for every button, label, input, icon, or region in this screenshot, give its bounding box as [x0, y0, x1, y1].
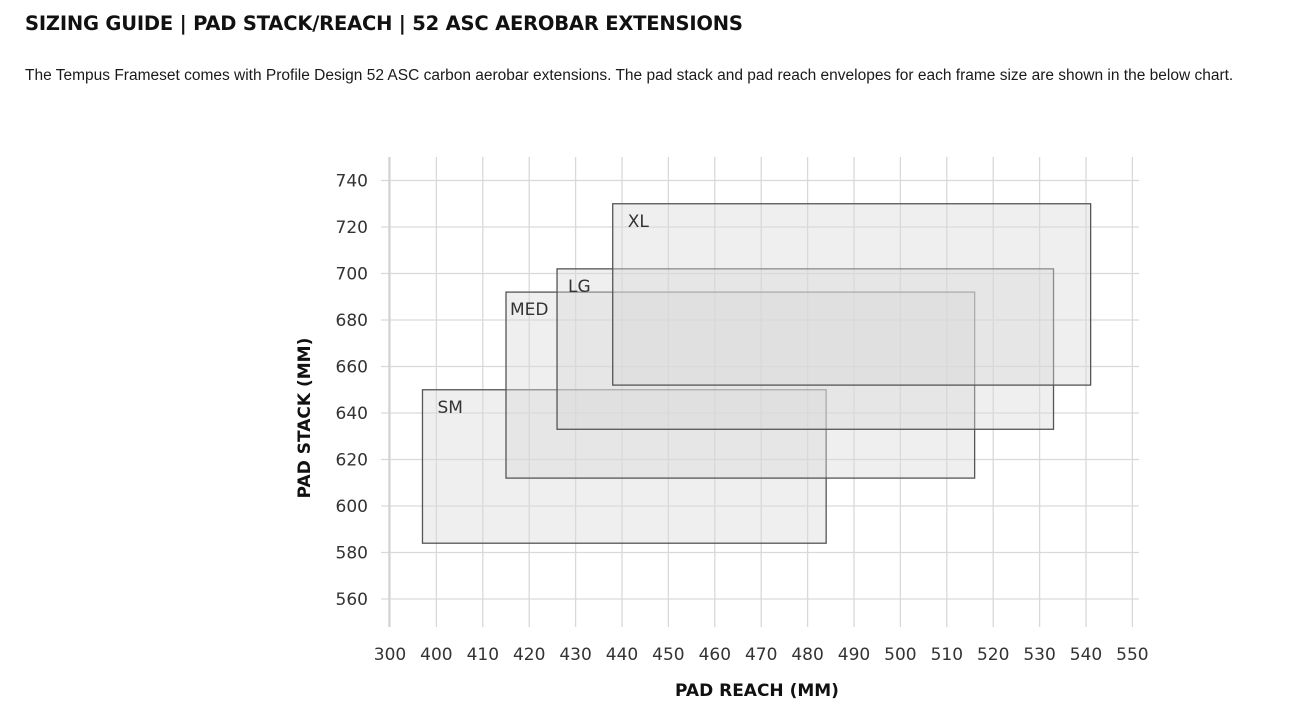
size-envelope-xl: XL: [612, 203, 1092, 386]
x-tick-label: 470: [745, 645, 777, 665]
x-tick-label: 440: [606, 645, 638, 665]
size-envelope-sm: SM: [421, 389, 827, 544]
x-tick-label: 460: [699, 645, 731, 665]
x-tick-label: 550: [1116, 645, 1148, 665]
envelope-rect: [421, 389, 827, 544]
envelope-rect: [556, 268, 1055, 430]
y-tick-label: 740: [336, 172, 368, 192]
x-tick-label: 400: [420, 645, 452, 665]
x-tick-label: 510: [931, 645, 963, 665]
x-tick-label: 520: [977, 645, 1009, 665]
y-tick-label: 680: [336, 311, 368, 331]
y-tick-label: 620: [336, 451, 368, 471]
page-description: The Tempus Frameset comes with Profile D…: [25, 67, 1234, 84]
y-tick-label: 700: [336, 265, 368, 285]
envelope-label: XL: [628, 212, 650, 232]
x-tick-label: 420: [513, 645, 545, 665]
x-tick-label: 430: [559, 645, 591, 665]
x-tick-label: 480: [791, 645, 823, 665]
envelope-label: LG: [568, 277, 591, 297]
size-envelopes: SM MED LG XL: [421, 203, 1092, 544]
x-tick-label: 530: [1023, 645, 1055, 665]
x-tick-labels: 300 400 410 420 430 440 450 460 470 480 490 500 510 5…: [374, 645, 1149, 665]
x-tick-label: 450: [652, 645, 684, 665]
y-tick-label: 660: [336, 358, 368, 378]
y-tick-label: 580: [336, 544, 368, 564]
x-tick-label: 500: [884, 645, 916, 665]
y-tick-labels: 560 580 600 620 640 660 680 700 720 740: [336, 172, 368, 611]
y-tick-label: 600: [336, 497, 368, 517]
y-tick-label: 720: [336, 218, 368, 238]
x-axis-title: PAD REACH (MM): [675, 681, 839, 701]
envelope-rect: [612, 203, 1092, 386]
y-axis-title: PAD STACK (MM): [295, 338, 315, 499]
envelope-label: SM: [437, 398, 462, 418]
x-tick-label: 300: [374, 645, 406, 665]
envelope-label: MED: [510, 300, 549, 320]
y-tick-label: 640: [336, 404, 368, 424]
chart-grid: [381, 157, 1139, 627]
x-tick-label: 410: [467, 645, 499, 665]
size-envelope-lg: LG: [556, 268, 1055, 430]
page-title: SIZING GUIDE | PAD STACK/REACH | 52 ASC …: [25, 12, 743, 35]
x-tick-label: 540: [1070, 645, 1102, 665]
y-tick-label: 560: [336, 590, 368, 610]
x-tick-label: 490: [838, 645, 870, 665]
